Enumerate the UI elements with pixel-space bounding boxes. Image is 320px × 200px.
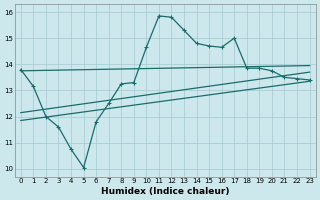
X-axis label: Humidex (Indice chaleur): Humidex (Indice chaleur) <box>101 187 229 196</box>
